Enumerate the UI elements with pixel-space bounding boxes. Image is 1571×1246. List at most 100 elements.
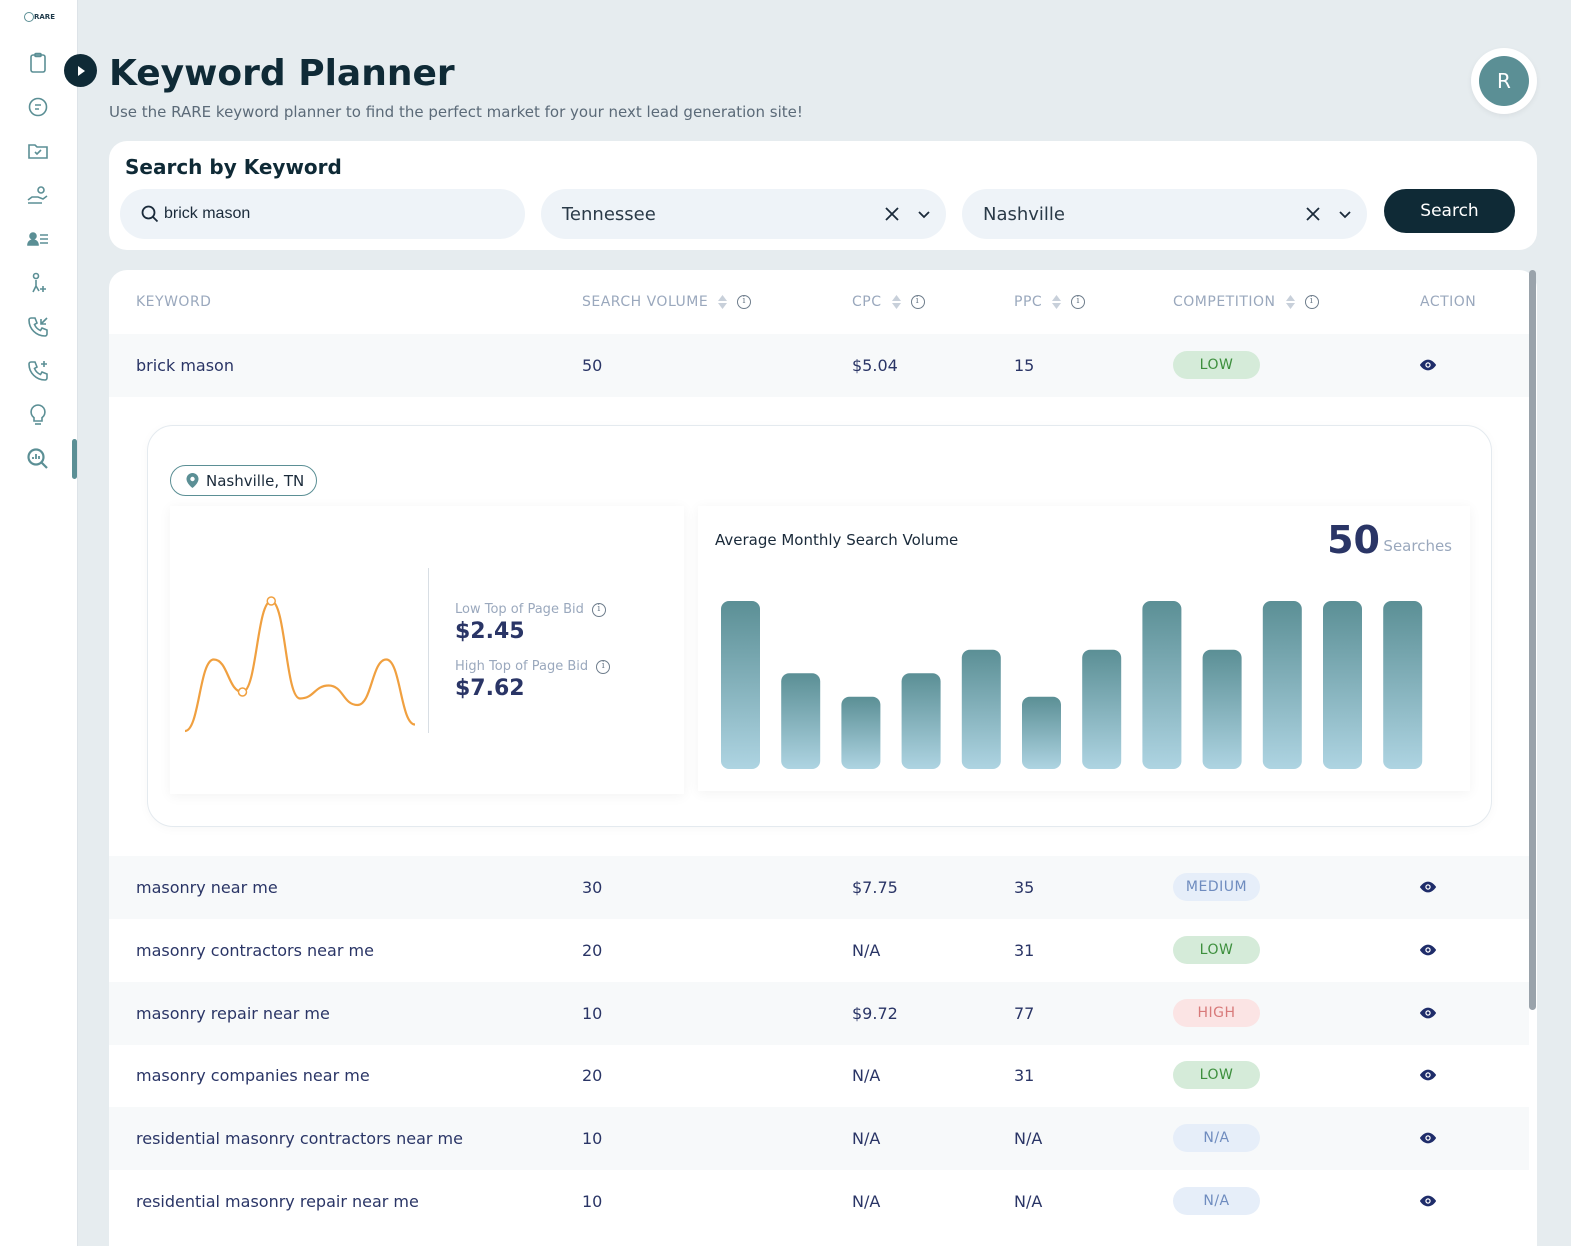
table-row[interactable]: masonry near me 30 $7.75 35 MEDIUM xyxy=(109,856,1529,919)
info-icon[interactable]: i xyxy=(591,602,606,617)
col-action: ACTION xyxy=(1420,294,1477,310)
volume-bar xyxy=(1323,601,1362,769)
eye-icon[interactable] xyxy=(1419,941,1437,959)
info-icon[interactable]: i xyxy=(596,659,611,674)
volume-bar xyxy=(1022,696,1061,769)
play-icon xyxy=(77,65,85,76)
eye-icon[interactable] xyxy=(1419,1066,1437,1084)
collapse-sidebar-button[interactable] xyxy=(64,54,97,87)
cpc-cell: $5.04 xyxy=(852,356,898,375)
info-icon[interactable]: i xyxy=(1071,295,1086,309)
table-row[interactable]: residential masonry contractors near me … xyxy=(109,1107,1529,1170)
volume-card: Average Monthly Search Volume 50 Searche… xyxy=(698,506,1470,791)
ppc-cell: 77 xyxy=(1014,1004,1035,1023)
volume-cell: 20 xyxy=(582,1066,603,1085)
city-select[interactable]: Nashville xyxy=(962,189,1367,239)
cpc-cell: N/A xyxy=(852,1129,881,1148)
table-row[interactable]: masonry companies near me 20 N/A 31 LOW xyxy=(109,1044,1529,1107)
volume-bar-chart xyxy=(721,601,1423,769)
keyword-input[interactable] xyxy=(164,205,464,223)
bid-trend-point xyxy=(266,596,276,606)
table-row[interactable]: masonry repair near me 10 $9.72 77 HIGH xyxy=(109,982,1529,1045)
low-bid-label: Low Top of Page Bid i xyxy=(455,602,606,617)
user-add-icon[interactable] xyxy=(25,270,51,296)
col-keyword[interactable]: KEYWORD xyxy=(136,294,212,310)
bid-trend-line xyxy=(184,599,416,733)
table-row[interactable]: brick mason 50 $5.04 15 LOW xyxy=(109,334,1529,397)
volume-cell: 50 xyxy=(582,356,603,375)
volume-cell: 10 xyxy=(582,1004,603,1023)
eye-icon[interactable] xyxy=(1419,1004,1437,1022)
info-icon[interactable]: i xyxy=(910,295,925,309)
location-pin-icon xyxy=(186,473,199,488)
cpc-cell: N/A xyxy=(852,1192,881,1211)
location-label: Nashville, TN xyxy=(206,471,305,490)
keyword-cell: masonry near me xyxy=(136,878,278,897)
col-cpc[interactable]: CPC i xyxy=(852,294,925,310)
state-select[interactable]: Tennessee xyxy=(541,189,946,239)
active-indicator xyxy=(72,439,77,479)
page-title: Keyword Planner xyxy=(109,53,455,94)
volume-number: 50 xyxy=(1327,518,1380,562)
sort-icon[interactable] xyxy=(891,295,901,309)
table-header: KEYWORD SEARCH VOLUME i CPC i PPC i COMP… xyxy=(109,270,1529,334)
competition-badge: N/A xyxy=(1173,1187,1260,1215)
volume-bar xyxy=(1082,649,1122,769)
phone-incoming-icon[interactable] xyxy=(25,314,51,340)
sort-icon[interactable] xyxy=(1285,295,1295,309)
eye-icon[interactable] xyxy=(1419,878,1437,896)
hand-coin-icon[interactable] xyxy=(25,182,51,208)
rare-logo[interactable]: RARE xyxy=(24,12,55,22)
table-row[interactable]: masonry contractors near me 20 N/A 31 LO… xyxy=(109,919,1529,982)
ppc-cell: N/A xyxy=(1014,1129,1043,1148)
ppc-cell: 31 xyxy=(1014,1066,1035,1085)
search-icon xyxy=(141,205,159,223)
competition-badge: LOW xyxy=(1173,936,1260,964)
volume-bar xyxy=(1262,601,1302,769)
avatar[interactable]: R xyxy=(1471,48,1537,114)
chat-dollar-icon[interactable] xyxy=(25,94,51,120)
volume-bar xyxy=(841,696,881,769)
col-competition[interactable]: COMPETITION i xyxy=(1173,294,1319,310)
lightbulb-icon[interactable] xyxy=(25,402,51,428)
high-bid-value: $7.62 xyxy=(455,676,525,701)
volume-bar xyxy=(1142,601,1182,769)
chevron-down-icon[interactable] xyxy=(916,206,932,222)
low-bid-value: $2.45 xyxy=(455,619,525,644)
clear-city-icon[interactable] xyxy=(1303,204,1323,224)
col-search-volume[interactable]: SEARCH VOLUME i xyxy=(582,294,752,310)
eye-icon[interactable] xyxy=(1419,356,1437,374)
keyword-field[interactable] xyxy=(120,189,525,239)
keyword-cell: masonry repair near me xyxy=(136,1004,330,1023)
keyword-search-icon[interactable] xyxy=(25,446,51,472)
sort-icon[interactable] xyxy=(718,295,728,309)
high-bid-label: High Top of Page Bid i xyxy=(455,659,611,674)
cpc-cell: N/A xyxy=(852,941,881,960)
sort-icon[interactable] xyxy=(1052,295,1062,309)
contact-list-icon[interactable] xyxy=(25,226,51,252)
chevron-down-icon[interactable] xyxy=(1337,206,1353,222)
ppc-cell: 35 xyxy=(1014,878,1035,897)
volume-bar xyxy=(1383,601,1423,769)
eye-icon[interactable] xyxy=(1419,1192,1437,1210)
clipboard-icon[interactable] xyxy=(25,50,51,76)
location-pill[interactable]: Nashville, TN xyxy=(170,465,318,496)
search-button[interactable]: Search xyxy=(1384,189,1515,233)
table-row[interactable]: residential masonry repair near me 10 N/… xyxy=(109,1170,1529,1233)
scrollbar[interactable] xyxy=(1529,270,1536,1010)
folder-check-icon[interactable] xyxy=(25,138,51,164)
col-ppc[interactable]: PPC i xyxy=(1014,294,1086,310)
phone-add-icon[interactable] xyxy=(25,358,51,384)
clear-state-icon[interactable] xyxy=(882,204,902,224)
info-icon[interactable]: i xyxy=(1304,295,1319,309)
volume-title: Average Monthly Search Volume xyxy=(715,531,959,549)
eye-icon[interactable] xyxy=(1419,1129,1437,1147)
keyword-table: KEYWORD SEARCH VOLUME i CPC i PPC i COMP… xyxy=(109,270,1537,1246)
info-icon[interactable]: i xyxy=(737,295,752,309)
avatar-initial: R xyxy=(1479,56,1529,106)
cpc-cell: $7.75 xyxy=(852,878,898,897)
search-card: Search by Keyword Tennessee Nashville Se… xyxy=(109,141,1537,250)
ppc-cell: 15 xyxy=(1014,356,1035,375)
city-value: Nashville xyxy=(983,203,1066,225)
competition-badge: N/A xyxy=(1173,1124,1260,1152)
